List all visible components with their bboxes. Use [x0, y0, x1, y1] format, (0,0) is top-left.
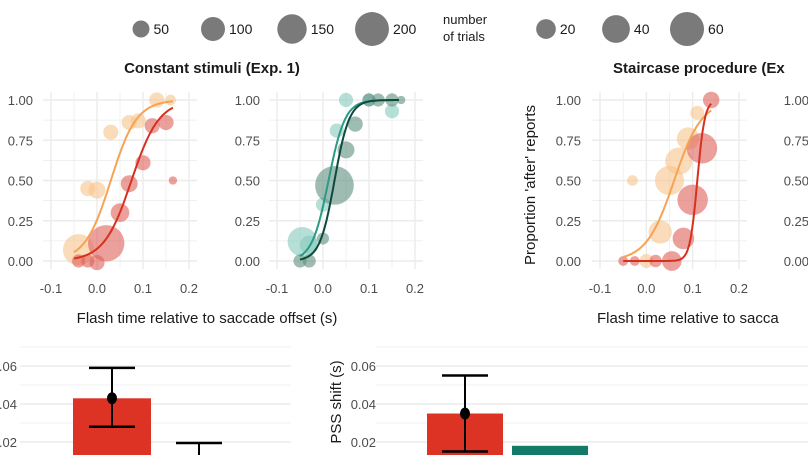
data-point — [690, 105, 705, 120]
mean-point — [107, 392, 117, 405]
x-tick-label: -0.1 — [40, 281, 62, 296]
y-tick-label: 0.00 — [235, 254, 260, 269]
constant-stimuli-title: Constant stimuli (Exp. 1) — [124, 60, 300, 77]
data-point — [397, 95, 406, 105]
y-tick-label: 0.50 — [8, 174, 33, 189]
y-tick-label: 0.04 — [351, 397, 376, 412]
x-tick-label: 0.2 — [730, 281, 748, 296]
legend-staircase-circle — [602, 15, 630, 43]
x-tick-label: 0.1 — [360, 281, 378, 296]
y-tick-label: 1.00 — [556, 93, 581, 108]
y-tick-label: 0.25 — [8, 214, 33, 229]
y-tick-label: 0.06 — [351, 359, 376, 374]
x-tick-label: 0.2 — [180, 281, 198, 296]
legend-constant-circle — [132, 20, 150, 38]
fit-curve — [73, 100, 174, 254]
legend-staircase-label: 20 — [560, 21, 576, 37]
x-tick-label: 0.1 — [684, 281, 702, 296]
scatter-panel: -0.1 0.0 0.1 0.2 0.00 0.25 0.50 0.75 1.00 — [556, 91, 748, 296]
data-point — [120, 175, 138, 193]
mean-point — [460, 407, 470, 420]
y-tick-label: 0.06 — [0, 359, 17, 374]
y-tick-label: 0.75 — [8, 133, 33, 148]
data-point — [130, 113, 146, 129]
data-point — [165, 94, 176, 106]
legend-staircase-circle — [536, 19, 556, 39]
y-tick-label: 0.25 — [235, 214, 260, 229]
bar — [512, 445, 588, 455]
bar-chart: 0.02 0.04 0.06 — [0, 346, 291, 455]
data-point — [88, 181, 106, 199]
y-tick-label: 0.25 — [784, 214, 808, 229]
y-tick-label: 0.50 — [556, 174, 581, 189]
x-tick-label: -0.1 — [589, 281, 611, 296]
y-tick-label: 0.04 — [0, 397, 17, 412]
x-tick-label: 0.1 — [134, 281, 152, 296]
y-tick-label: 0.75 — [556, 133, 581, 148]
data-point — [627, 175, 638, 186]
x-tick-label: 0.0 — [88, 281, 106, 296]
y-tick-label: 0.75 — [235, 133, 260, 148]
x-tick-label: 0.0 — [314, 281, 332, 296]
bar-chart: 0.02 0.04 0.06 — [351, 346, 808, 455]
data-point — [338, 92, 354, 108]
size-legend: 50 100 150 200 20 40 60 — [132, 11, 724, 47]
data-point — [347, 116, 363, 132]
y-tick-label: 1.00 — [8, 93, 33, 108]
constant-x-axis-title: Flash time relative to saccade offset (s… — [77, 310, 338, 327]
data-point — [665, 147, 693, 175]
data-point — [103, 124, 119, 140]
pss-y-axis-title: PSS shift (s) — [328, 360, 345, 443]
data-point — [88, 225, 125, 262]
legend-staircase-label: 40 — [634, 21, 650, 37]
scatter-panel: -0.10.00.10.20.000.250.500.751.00 — [784, 93, 808, 269]
legend-constant-circle — [355, 12, 389, 46]
legend-constant-label: 100 — [229, 21, 253, 37]
y-tick-label: 1.00 — [784, 93, 808, 108]
legend-title-line2: of trials — [443, 29, 485, 44]
scatter-panel: -0.1 0.0 0.1 0.2 0.00 0.25 0.50 0.75 1.00 — [235, 92, 424, 296]
y-tick-label: 0.25 — [556, 214, 581, 229]
legend-constant-label: 50 — [153, 21, 169, 37]
data-point — [686, 133, 718, 164]
legend-constant-circle — [201, 17, 225, 41]
fit-curve — [623, 103, 712, 262]
legend-staircase-circle — [669, 11, 705, 47]
fit-curve — [622, 109, 712, 258]
y-tick-label: 0.00 — [556, 254, 581, 269]
y-tick-label: 0.50 — [784, 174, 808, 189]
data-point — [618, 256, 629, 266]
legend-constant-label: 150 — [311, 21, 335, 37]
data-point — [702, 91, 720, 109]
staircase-title: Staircase procedure (Ex — [613, 60, 785, 77]
y-tick-label: 0.75 — [784, 133, 808, 148]
staircase-y-axis-title: Proportion 'after' reports — [522, 105, 539, 265]
legend-constant-label: 200 — [393, 21, 417, 37]
data-point — [648, 220, 672, 244]
data-point — [168, 176, 178, 185]
legend-constant-circle — [277, 14, 307, 44]
data-point — [384, 104, 400, 119]
y-tick-label: 0.02 — [351, 435, 376, 450]
legend-staircase-label: 60 — [708, 21, 724, 37]
y-tick-label: 0.00 — [784, 254, 808, 269]
x-tick-label: -0.1 — [266, 281, 288, 296]
y-tick-label: 0.00 — [8, 254, 33, 269]
y-tick-label: 0.50 — [235, 174, 260, 189]
fit-curve — [299, 99, 399, 261]
x-tick-label: 0.2 — [406, 281, 424, 296]
legend-title-line1: number — [443, 12, 488, 27]
data-point — [158, 114, 174, 131]
scatter-panel: -0.1 0.0 0.1 0.2 0.00 0.25 0.50 0.75 1.00 — [8, 92, 198, 296]
staircase-x-axis-title: Flash time relative to sacca — [597, 310, 779, 327]
y-tick-label: 0.02 — [0, 435, 17, 450]
x-tick-label: 0.0 — [637, 281, 655, 296]
data-point — [677, 184, 708, 216]
fit-curve — [73, 106, 174, 260]
y-tick-label: 1.00 — [235, 93, 260, 108]
